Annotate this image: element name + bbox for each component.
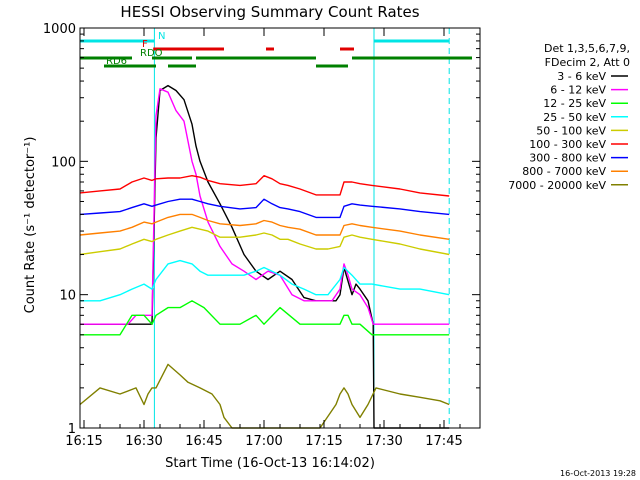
series-line-1 bbox=[80, 88, 450, 325]
y-tick-label: 1 bbox=[68, 422, 76, 437]
series-line-7 bbox=[79, 213, 450, 240]
legend-label-2: 12 - 25 keV bbox=[543, 97, 606, 110]
chart-title: HESSI Observing Summary Count Rates bbox=[120, 3, 419, 21]
legend-header-0: Det 1,3,5,6,7,9, bbox=[544, 42, 630, 55]
flag-label-rdo: RDO bbox=[140, 48, 163, 59]
x-tick-label: 17:00 bbox=[245, 434, 282, 449]
y-tick-label: 100 bbox=[51, 155, 76, 170]
flag-label-f: F bbox=[142, 39, 148, 50]
legend-label-1: 6 - 12 keV bbox=[550, 84, 606, 97]
y-axis-label: Count Rate (s⁻¹ detector⁻¹) bbox=[23, 137, 38, 314]
legend-label-0: 3 - 6 keV bbox=[557, 70, 606, 83]
series-line-4 bbox=[79, 226, 450, 256]
plot-frame bbox=[79, 27, 481, 429]
y-tick-label: 10 bbox=[59, 289, 76, 304]
x-tick-label: 16:30 bbox=[125, 434, 162, 449]
axes: 16:15 16:30 16:45 17:00 17:15 17:30 17:45 1 10 10… bbox=[43, 22, 481, 449]
series-line-6 bbox=[79, 198, 450, 219]
series-lines bbox=[79, 84, 450, 429]
legend: Det 1,3,5,6,7,9,FDecim 2, Att 03 - 6 keV… bbox=[508, 42, 630, 192]
flag-label-n: N bbox=[158, 31, 165, 42]
series-line-2 bbox=[80, 300, 450, 336]
series-line-8 bbox=[79, 363, 450, 429]
legend-label-6: 300 - 800 keV bbox=[529, 152, 606, 165]
x-tick-label: 17:15 bbox=[305, 434, 342, 449]
legend-label-7: 800 - 7000 keV bbox=[522, 165, 606, 178]
legend-header-1: FDecim 2, Att 0 bbox=[545, 56, 630, 69]
footer-date: 16-Oct-2013 19:28 bbox=[560, 469, 636, 478]
flag-label-rd6: RD6 bbox=[106, 56, 127, 67]
x-tick-label: 16:15 bbox=[65, 434, 102, 449]
x-axis-label: Start Time (16-Oct-13 16:14:02) bbox=[165, 456, 375, 471]
x-tick-label: 17:30 bbox=[365, 434, 402, 449]
legend-label-5: 100 - 300 keV bbox=[529, 138, 606, 151]
series-line-3 bbox=[80, 259, 450, 302]
series-line-0 bbox=[80, 84, 450, 429]
reference-lines bbox=[153, 28, 450, 428]
x-tick-label: 17:45 bbox=[425, 434, 462, 449]
y-tick-label: 1000 bbox=[43, 22, 76, 37]
legend-label-8: 7000 - 20000 keV bbox=[508, 179, 606, 192]
series-line-5 bbox=[79, 174, 450, 197]
x-tick-label: 16:45 bbox=[185, 434, 222, 449]
legend-label-3: 25 - 50 keV bbox=[543, 111, 606, 124]
legend-label-4: 50 - 100 keV bbox=[536, 124, 606, 137]
